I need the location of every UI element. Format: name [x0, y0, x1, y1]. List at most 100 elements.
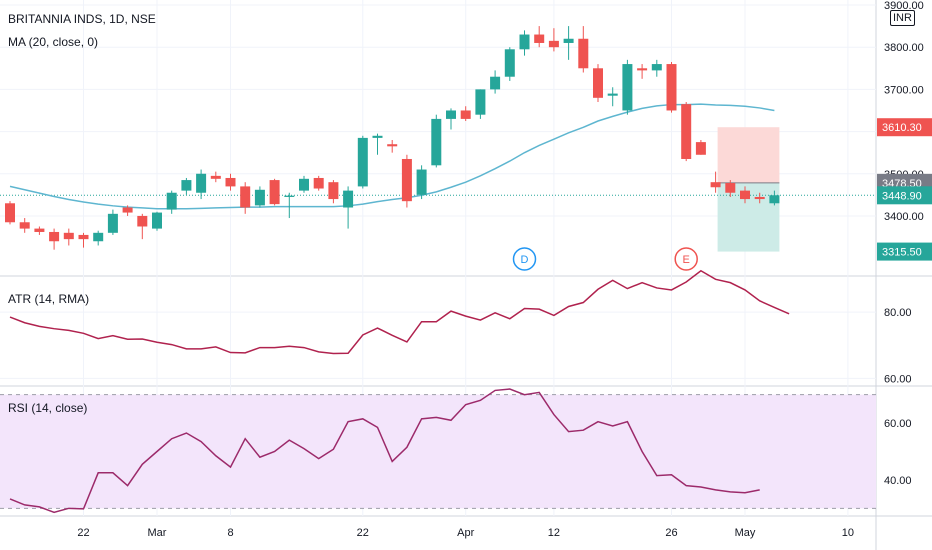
- candle-body: [269, 180, 280, 205]
- candle-body: [431, 118, 442, 166]
- candle-body: [78, 234, 89, 240]
- rsi-line: [9, 388, 760, 514]
- candle-body: [343, 190, 354, 208]
- candle: [460, 106, 471, 122]
- time-tick-label: May: [735, 527, 756, 539]
- price-tag-box: [877, 186, 932, 205]
- rsi-band: [0, 394, 876, 509]
- atr-legend[interactable]: ATR (14, RMA): [8, 292, 90, 306]
- price-tag: 3448.90: [877, 186, 932, 205]
- price-axes[interactable]: 3400.003500.003600.003700.003800.003900.…: [884, 0, 924, 487]
- candle-body: [725, 183, 736, 193]
- candle-body: [63, 232, 74, 240]
- target-zone: [717, 127, 780, 183]
- price-tag-text: 3448.90: [882, 190, 922, 202]
- candle: [210, 171, 221, 183]
- time-axis[interactable]: 22 Mar 8 22 Apr 12 26 May 10: [77, 527, 854, 539]
- candle: [637, 64, 648, 79]
- candlestick-series: [5, 26, 780, 250]
- candle: [122, 205, 133, 216]
- price-tick-label: 3700.00: [884, 84, 924, 96]
- candle: [666, 61, 677, 113]
- candle: [695, 140, 706, 155]
- candle: [534, 26, 545, 48]
- candle-body: [637, 68, 648, 71]
- candle-body: [152, 212, 162, 229]
- candle-body: [607, 93, 618, 96]
- symbol-legend[interactable]: BRITANNIA INDS, 1D, NSE: [8, 12, 156, 26]
- candle: [401, 154, 412, 208]
- candle: [19, 218, 30, 233]
- candle: [769, 190, 780, 206]
- price-tag-text: 3315.50: [882, 247, 922, 259]
- event-circle: [512, 247, 537, 271]
- candle: [519, 30, 530, 56]
- candle-body: [519, 34, 530, 50]
- candle: [137, 213, 148, 240]
- candle-body: [181, 180, 192, 191]
- candle: [387, 140, 398, 153]
- candle: [225, 173, 236, 191]
- candle-body: [387, 144, 398, 147]
- candle-body: [460, 110, 471, 119]
- candle: [313, 175, 324, 191]
- candle-body: [695, 142, 706, 155]
- candle: [754, 192, 765, 204]
- candle-body: [548, 40, 559, 48]
- candle-body: [284, 195, 295, 197]
- candle-body: [19, 222, 30, 229]
- price-tag: 3315.50: [877, 242, 932, 261]
- candle: [490, 70, 501, 94]
- candle: [284, 192, 295, 219]
- candle: [63, 228, 74, 246]
- candle-body: [578, 38, 589, 69]
- candle-body: [5, 203, 15, 223]
- price-tick-label: 3900.00: [884, 0, 924, 12]
- candle: [78, 232, 89, 248]
- candle: [548, 28, 559, 52]
- candle-body: [534, 34, 545, 43]
- candle-body: [122, 207, 133, 213]
- candle: [166, 190, 177, 214]
- candle: [299, 175, 309, 193]
- event-circle: [674, 247, 698, 271]
- candle: [196, 169, 207, 200]
- candle-body: [137, 215, 148, 227]
- candle: [431, 114, 442, 168]
- candle: [593, 64, 603, 103]
- candle-body: [490, 76, 501, 90]
- price-tick-label: 3800.00: [884, 42, 924, 54]
- candle-body: [196, 173, 207, 193]
- candle: [504, 47, 515, 81]
- candle-body: [372, 135, 383, 138]
- time-tick-label: 22: [77, 527, 89, 539]
- time-tick-label: 12: [548, 527, 560, 539]
- candle: [343, 186, 354, 229]
- candle: [681, 102, 692, 162]
- time-tick-label: Mar: [148, 527, 167, 539]
- candle: [34, 226, 45, 235]
- candle-body: [49, 231, 60, 242]
- candle: [269, 178, 280, 206]
- candle: [416, 165, 427, 200]
- currency-label[interactable]: INR: [890, 10, 915, 26]
- price-tick-label: 3400.00: [884, 211, 924, 223]
- ma-line: [9, 103, 775, 210]
- candle: [651, 59, 662, 77]
- rsi-tick-label: 60.00: [884, 418, 912, 430]
- candle: [5, 201, 15, 225]
- atr-tick-label: 80.00: [884, 307, 912, 319]
- event-marker-e: E: [674, 247, 698, 271]
- rsi-legend[interactable]: RSI (14, close): [8, 401, 88, 415]
- candle: [254, 186, 265, 208]
- time-tick-label: 26: [665, 527, 677, 539]
- candle: [578, 26, 589, 73]
- candle-body: [681, 104, 692, 159]
- time-tick-label: Apr: [457, 527, 474, 539]
- candle-body: [622, 64, 633, 111]
- candle: [475, 89, 486, 119]
- ma-legend[interactable]: MA (20, close, 0): [8, 35, 99, 49]
